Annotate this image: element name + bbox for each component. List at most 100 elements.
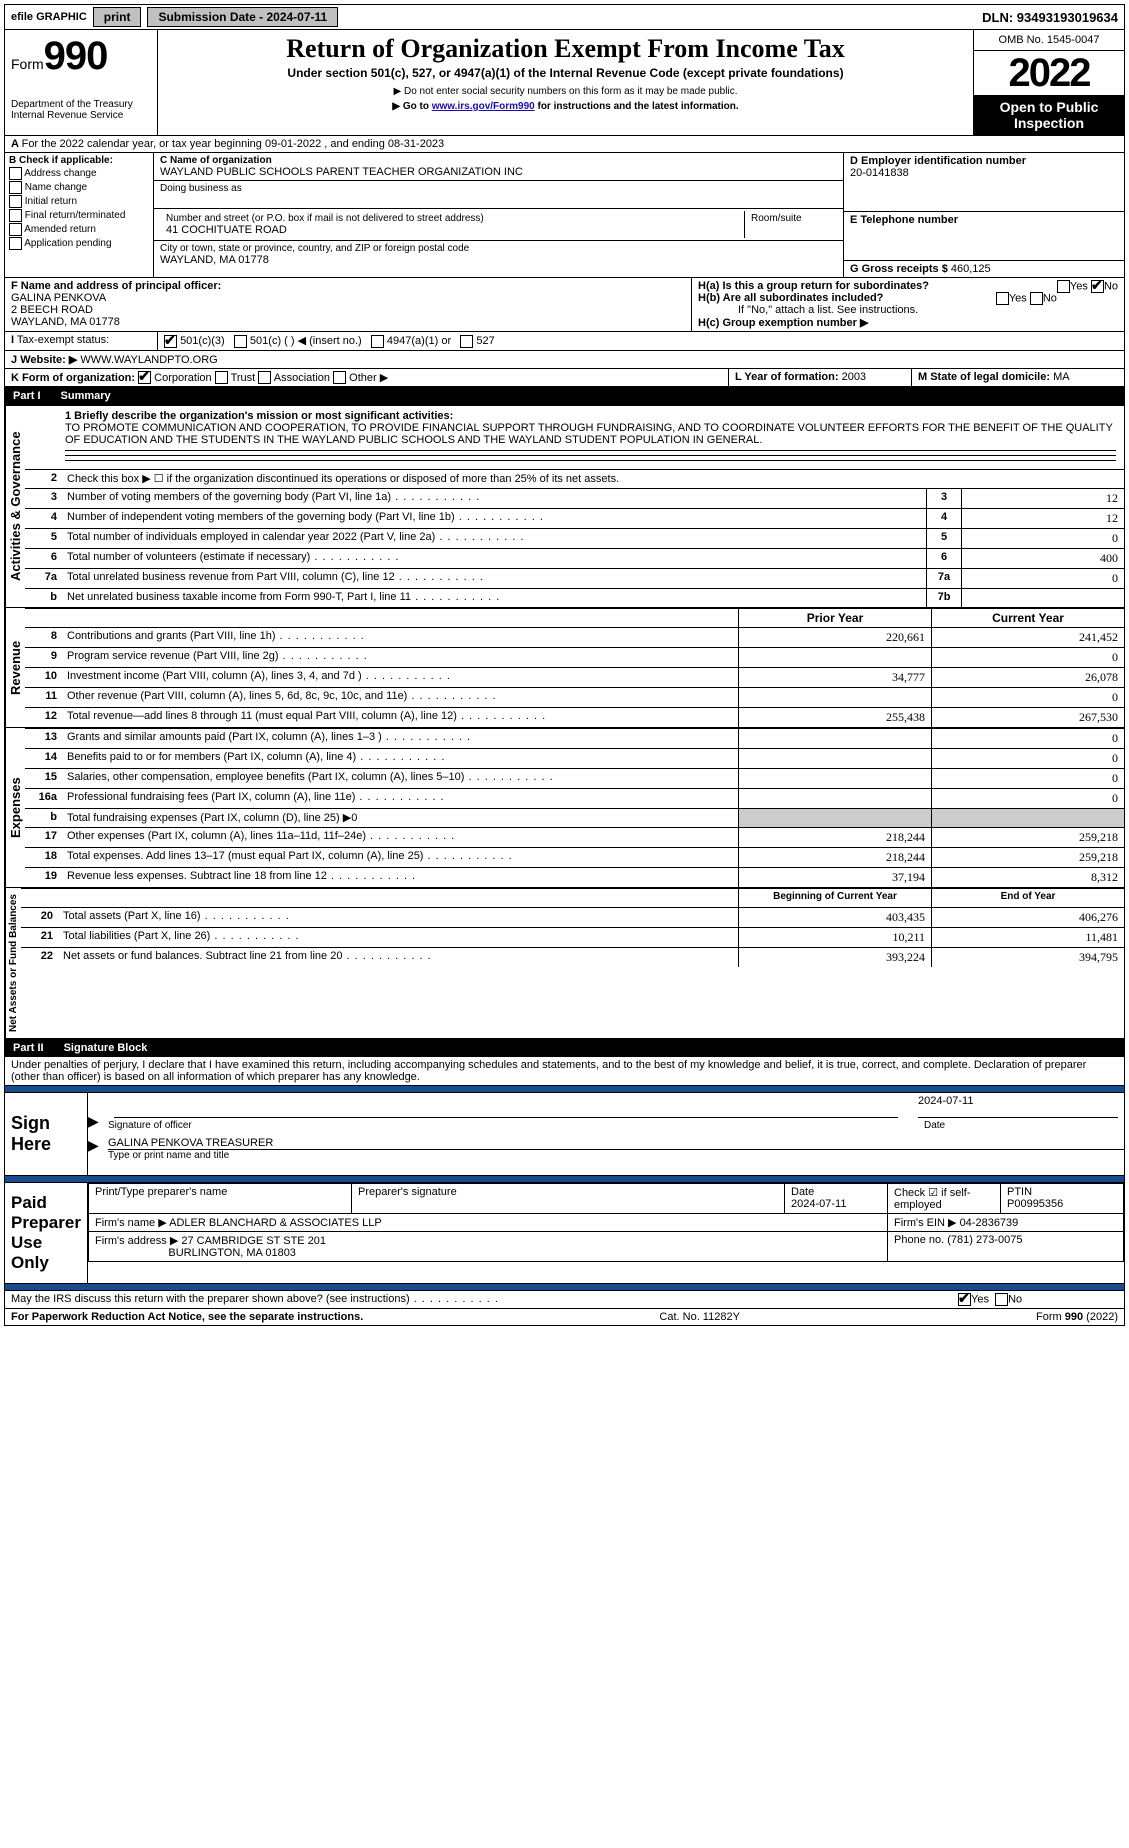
firm-addr-label: Firm's address ▶ — [95, 1235, 178, 1247]
section-klm: K Form of organization: Corporation Trus… — [5, 368, 1124, 387]
check-corporation[interactable] — [138, 371, 151, 384]
hdr-current-year: Current Year — [931, 609, 1124, 627]
open-to-public: Open to Public Inspection — [974, 95, 1124, 135]
discuss-row: May the IRS discuss this return with the… — [5, 1290, 1124, 1308]
part-i-label: Part I — [13, 390, 41, 402]
blue-bar-3 — [5, 1283, 1124, 1290]
section-c: C Name of organization WAYLAND PUBLIC SC… — [154, 153, 843, 277]
ssn-note: ▶ Do not enter social security numbers o… — [168, 86, 963, 97]
check-application-pending[interactable]: Application pending — [9, 237, 149, 250]
discuss-no-check[interactable] — [995, 1293, 1008, 1306]
check-501c3[interactable] — [164, 335, 177, 348]
check-name-change[interactable]: Name change — [9, 181, 149, 194]
dept-treasury: Department of the Treasury — [11, 99, 151, 110]
firm-addr: 27 CAMBRIDGE ST STE 201 — [181, 1235, 326, 1247]
discuss-text: May the IRS discuss this return with the… — [11, 1293, 410, 1305]
firm-ein: 04-2836739 — [960, 1217, 1019, 1229]
prep-sig-label: Preparer's signature — [352, 1184, 785, 1214]
sign-here-label: Sign Here — [5, 1093, 88, 1175]
check-amended[interactable]: Amended return — [9, 223, 149, 236]
section-deg: D Employer identification number 20-0141… — [843, 153, 1124, 277]
city-label: City or town, state or province, country… — [160, 243, 837, 254]
section-a-period: A For the 2022 calendar year, or tax yea… — [5, 135, 1124, 152]
room-label: Room/suite — [751, 213, 831, 224]
section-b: B Check if applicable: Address change Na… — [5, 153, 154, 277]
print-name-label: Type or print name and title — [108, 1150, 1124, 1161]
phone-label: Phone no. — [894, 1234, 944, 1246]
irs-label: Internal Revenue Service — [11, 110, 151, 121]
firm-ein-label: Firm's EIN ▶ — [894, 1217, 957, 1229]
check-other[interactable] — [333, 371, 346, 384]
line-11: 11 Other revenue (Part VIII, column (A),… — [25, 687, 1124, 707]
ptin-val: P00995356 — [1007, 1198, 1063, 1210]
part-ii-label: Part II — [13, 1042, 44, 1054]
line-17: 17 Other expenses (Part IX, column (A), … — [25, 827, 1124, 847]
check-association[interactable] — [258, 371, 271, 384]
m-label: M State of legal domicile: — [918, 371, 1050, 383]
f-label: F Name and address of principal officer: — [11, 280, 685, 292]
line-20: 20 Total assets (Part X, line 16) 403,43… — [21, 907, 1124, 927]
line-5: 5 Total number of individuals employed i… — [25, 528, 1124, 548]
penalties-text: Under penalties of perjury, I declare th… — [5, 1057, 1124, 1085]
form-number: Form990 — [11, 34, 151, 79]
dba-label: Doing business as — [160, 183, 837, 194]
check-501c[interactable] — [234, 335, 247, 348]
check-4947[interactable] — [371, 335, 384, 348]
discuss-yes-check[interactable] — [958, 1293, 971, 1306]
state-domicile: MA — [1053, 371, 1070, 383]
line-8: 8 Contributions and grants (Part VIII, l… — [25, 627, 1124, 647]
form-prefix: Form — [11, 56, 44, 72]
line-14: 14 Benefits paid to or for members (Part… — [25, 748, 1124, 768]
org-name: WAYLAND PUBLIC SCHOOLS PARENT TEACHER OR… — [160, 166, 837, 178]
officer-addr2: WAYLAND, MA 01778 — [11, 316, 685, 328]
line-18: 18 Total expenses. Add lines 13–17 (must… — [25, 847, 1124, 867]
gross-receipts: 460,125 — [951, 263, 991, 275]
prep-date-val: 2024-07-11 — [791, 1198, 846, 1210]
line-10: 10 Investment income (Part VIII, column … — [25, 667, 1124, 687]
print-button[interactable]: print — [93, 7, 142, 27]
phone-val: (781) 273-0075 — [947, 1234, 1022, 1246]
sign-date-value: 2024-07-11 — [918, 1095, 1118, 1118]
ein-value: 20-0141838 — [850, 167, 1118, 179]
revenue-section: Revenue Prior Year Current Year 8 Contri… — [5, 607, 1124, 727]
check-527[interactable] — [460, 335, 473, 348]
arrow-icon-2: ▶ — [88, 1137, 108, 1161]
goto-note: ▶ Go to www.irs.gov/Form990 for instruct… — [168, 101, 963, 112]
officer-name: GALINA PENKOVA — [11, 292, 685, 304]
line-9: 9 Program service revenue (Part VIII, li… — [25, 647, 1124, 667]
line-19: 19 Revenue less expenses. Subtract line … — [25, 867, 1124, 887]
check-address-change[interactable]: Address change — [9, 167, 149, 180]
part-i-title: Summary — [61, 390, 111, 402]
part-i-header: Part I Summary — [5, 386, 1124, 405]
blue-bar-1 — [5, 1085, 1124, 1092]
paid-preparer-label: Paid Preparer Use Only — [5, 1183, 88, 1283]
omb-number: OMB No. 1545-0047 — [974, 30, 1124, 51]
g-label: G Gross receipts $ — [850, 263, 948, 275]
check-initial-return[interactable]: Initial return — [9, 195, 149, 208]
hdr-prior-year: Prior Year — [738, 609, 931, 627]
hdr-end: End of Year — [931, 889, 1124, 907]
line-21: 21 Total liabilities (Part X, line 26) 1… — [21, 927, 1124, 947]
activities-governance-section: Activities & Governance 1 Briefly descri… — [5, 405, 1124, 607]
check-final-return[interactable]: Final return/terminated — [9, 209, 149, 222]
check-trust[interactable] — [215, 371, 228, 384]
footer-paperwork: For Paperwork Reduction Act Notice, see … — [11, 1311, 363, 1323]
c-name-label: C Name of organization — [160, 155, 837, 166]
part-ii-title: Signature Block — [64, 1042, 148, 1054]
line-1-label: 1 Briefly describe the organization's mi… — [65, 410, 1116, 422]
d-label: D Employer identification number — [850, 155, 1118, 167]
line-b: b Total fundraising expenses (Part IX, c… — [25, 808, 1124, 827]
self-employed-check: Check ☑ if self-employed — [888, 1184, 1001, 1214]
efile-label: efile GRAPHIC — [11, 11, 87, 23]
mission-text: TO PROMOTE COMMUNICATION AND COOPERATION… — [65, 422, 1116, 446]
preparer-table: Print/Type preparer's name Preparer's si… — [88, 1183, 1124, 1262]
page-footer: For Paperwork Reduction Act Notice, see … — [5, 1308, 1124, 1325]
irs-link[interactable]: www.irs.gov/Form990 — [432, 101, 535, 112]
goto-post: for instructions and the latest informat… — [535, 101, 739, 112]
line-7a: 7a Total unrelated business revenue from… — [25, 568, 1124, 588]
line-3: 3 Number of voting members of the govern… — [25, 488, 1124, 508]
form-title: Return of Organization Exempt From Incom… — [168, 34, 963, 64]
line-b: b Net unrelated business taxable income … — [25, 588, 1124, 607]
submission-date-button[interactable]: Submission Date - 2024-07-11 — [147, 7, 338, 27]
form-subtitle: Under section 501(c), 527, or 4947(a)(1)… — [168, 66, 963, 80]
